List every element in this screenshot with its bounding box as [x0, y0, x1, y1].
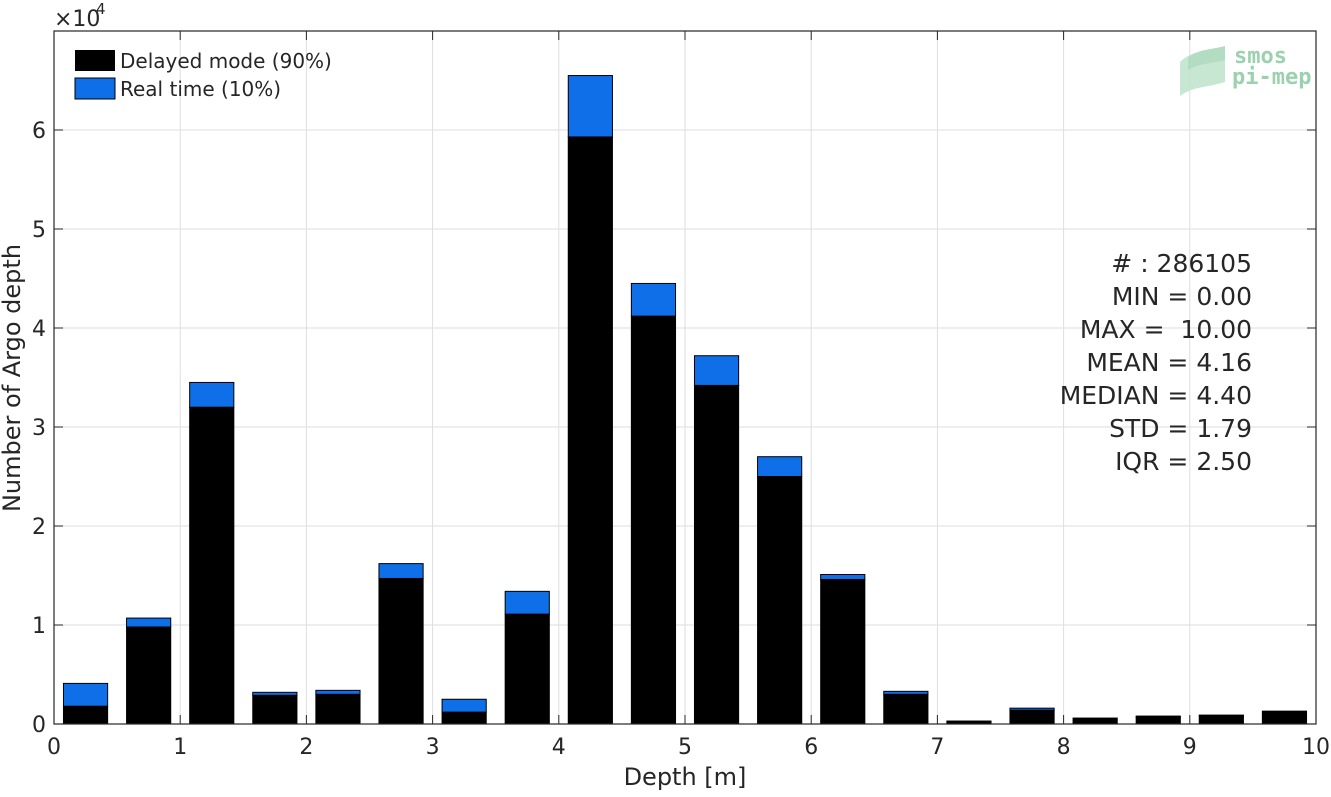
y-tick-label: 4 — [32, 317, 46, 342]
bar-delayed-mode — [883, 693, 929, 725]
grid-lines — [54, 31, 1316, 724]
bar-delayed-mode — [189, 406, 235, 725]
bar-real-time — [126, 617, 172, 628]
y-tick-label: 2 — [32, 515, 46, 540]
bar-real-time — [757, 456, 803, 478]
bar-delayed-mode — [441, 711, 487, 725]
bar-real-time — [630, 282, 677, 317]
bar-delayed-mode — [630, 315, 677, 725]
y-tick-label: 3 — [32, 416, 46, 441]
bar-delayed-mode — [693, 384, 740, 725]
bar-real-time — [189, 381, 235, 408]
stat-count: # : 286105 — [1111, 249, 1252, 278]
bar-delayed-mode — [378, 577, 424, 725]
x-tick-label: 6 — [804, 735, 818, 760]
bar-real-time — [1009, 707, 1055, 711]
stat-std: STD = 1.79 — [1109, 414, 1252, 443]
y-tick-label: 6 — [32, 119, 46, 144]
logo-text-pimep: pi-mep — [1232, 65, 1311, 90]
bar-real-time — [1135, 715, 1181, 718]
bar-delayed-mode — [1198, 715, 1244, 725]
x-tick-label: 9 — [1183, 735, 1197, 760]
axis-ticks: 0 1 2 3 4 5 6 7 8 9 10 0 1 2 3 4 5 6 — [32, 31, 1330, 760]
stat-max: MAX = 10.00 — [1080, 315, 1252, 344]
bar-real-time — [883, 690, 929, 695]
y-tick-label: 1 — [32, 614, 46, 639]
bar-real-time — [693, 355, 740, 386]
logo-text-smos: smos — [1234, 44, 1287, 69]
x-tick-label: 7 — [930, 735, 944, 760]
stat-min: MIN = 0.00 — [1112, 282, 1252, 311]
bar-delayed-mode — [126, 626, 172, 725]
x-tick-label: 10 — [1302, 735, 1330, 760]
x-tick-label: 0 — [47, 735, 61, 760]
x-tick-label: 8 — [1057, 735, 1071, 760]
y-exponent-label: ×10 — [54, 7, 100, 32]
bar-real-time — [504, 590, 550, 615]
legend-label-delayed: Delayed mode (90%) — [120, 49, 332, 73]
stat-mean: MEAN = 4.16 — [1086, 348, 1252, 377]
bar-delayed-mode — [1009, 709, 1055, 725]
bar-real-time — [315, 689, 361, 695]
bar-real-time — [567, 75, 613, 138]
bar-delayed-mode — [315, 693, 361, 725]
bar-real-time — [252, 691, 298, 696]
bar-real-time — [378, 563, 424, 579]
stat-iqr: IQR = 2.50 — [1115, 447, 1252, 476]
bar-real-time — [62, 682, 109, 707]
x-tick-label: 5 — [678, 735, 692, 760]
bar-delayed-mode — [567, 136, 613, 725]
bars — [62, 75, 1308, 725]
logo-wave-icon-2 — [1188, 46, 1225, 70]
bar-delayed-mode — [757, 476, 803, 725]
bar-real-time — [441, 698, 487, 713]
bar-delayed-mode — [252, 694, 298, 725]
x-axis-label: Depth [m] — [624, 763, 747, 791]
x-tick-label: 1 — [173, 735, 187, 760]
bar-delayed-mode — [1072, 717, 1118, 725]
legend-swatch-delayed — [75, 50, 115, 71]
y-tick-label: 5 — [32, 218, 46, 243]
statistics-block: # : 286105 MIN = 0.00 MAX = 10.00 MEAN =… — [1060, 249, 1252, 476]
y-axis-label: Number of Argo depth — [0, 244, 26, 512]
y-tick-label: 0 — [32, 713, 46, 738]
smos-pi-mep-logo: smos pi-mep — [1180, 44, 1311, 96]
legend-swatch-realtime — [74, 77, 116, 100]
legend: Delayed mode (90%) Real time (10%) — [74, 49, 332, 101]
bar-delayed-mode — [62, 705, 109, 725]
bar-delayed-mode — [504, 613, 550, 725]
x-tick-label: 3 — [426, 735, 440, 760]
x-tick-label: 4 — [552, 735, 566, 760]
legend-label-realtime: Real time (10%) — [120, 77, 281, 101]
bar-real-time — [1198, 714, 1244, 717]
stat-median: MEDIAN = 4.40 — [1060, 381, 1252, 410]
bar-delayed-mode — [1135, 716, 1181, 725]
bar-delayed-mode — [820, 578, 866, 725]
x-tick-label: 2 — [299, 735, 313, 760]
bar-real-time — [820, 574, 866, 580]
y-exponent-power: 4 — [96, 0, 106, 18]
bar-delayed-mode — [1261, 710, 1308, 725]
